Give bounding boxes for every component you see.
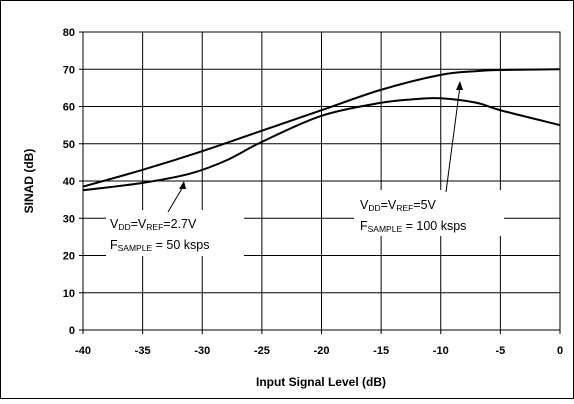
annotation-1-sub-sample: SAMPLE	[118, 243, 153, 253]
annotation-2-value: =5V	[413, 198, 436, 212]
annotation-2-f: F	[360, 219, 368, 233]
x-tick-labels: -40 -35 -30 -25 -20 -15 -10 -5 0	[75, 345, 563, 357]
y-tick-label: 70	[63, 64, 75, 76]
x-tick-label: -40	[75, 345, 91, 357]
annotation-1-sub-ref: REF	[146, 222, 163, 232]
annotation-1-bg	[106, 210, 244, 256]
annotation-1-sub-dd: DD	[118, 222, 130, 232]
y-tick-label: 20	[63, 251, 75, 263]
x-tick-label: -25	[254, 345, 270, 357]
y-tick-label: 50	[63, 139, 75, 151]
annotation-1-line1: VDD=VREF=2.7V	[110, 217, 197, 232]
annotation-2-arrow-head	[456, 81, 463, 90]
annotation-2-bg	[354, 190, 504, 236]
annotation-1-arrow-head	[179, 181, 186, 189]
annotation-2-arrow-line	[445, 85, 461, 193]
annotation-2-sub-dd: DD	[368, 203, 380, 213]
grid	[79, 31, 561, 334]
y-tick-label: 10	[63, 288, 75, 300]
annotation-2-mid: =V	[381, 198, 397, 212]
annotation-1-v: V	[110, 217, 119, 231]
x-tick-label: -10	[433, 345, 449, 357]
annotation-2-line2: FSAMPLE = 100 ksps	[360, 219, 466, 234]
x-tick-label: -35	[135, 345, 151, 357]
x-axis-title: Input Signal Level (dB)	[256, 375, 386, 389]
annotation-1-value: =2.7V	[163, 217, 197, 231]
annotation-1-f: F	[110, 238, 118, 252]
annotation-1-arrow-line	[167, 184, 185, 213]
y-tick-labels: 0 10 20 30 40 50 60 70 80	[63, 27, 75, 337]
x-tick-label: -20	[314, 345, 330, 357]
plot-frame	[82, 31, 561, 331]
annotation-1-mid: =V	[131, 217, 147, 231]
series-line-1	[82, 68, 561, 188]
y-tick-label: 0	[69, 325, 75, 337]
y-axis-title: SINAD (dB)	[22, 149, 36, 214]
annotation-2-rate: = 100 ksps	[402, 219, 466, 233]
annotation-2-line1: VDD=VREF=5V	[360, 198, 437, 213]
y-tick-label: 30	[63, 213, 75, 225]
series-lines	[82, 68, 561, 192]
x-tick-label: 0	[557, 345, 563, 357]
annotation-2-v: V	[360, 198, 369, 212]
annotation-2-sub-ref: REF	[396, 203, 413, 213]
annotation-1-rate: = 50 ksps	[152, 238, 209, 252]
x-tick-label: -15	[373, 345, 389, 357]
x-tick-label: -5	[495, 345, 505, 357]
y-tick-label: 40	[63, 176, 75, 188]
series-line-2	[82, 97, 561, 192]
annotation-2-sub-sample: SAMPLE	[368, 224, 403, 234]
y-tick-label: 60	[63, 102, 75, 114]
x-tick-label: -30	[194, 345, 210, 357]
y-tick-label: 80	[63, 27, 75, 39]
annotation-1-line2: FSAMPLE = 50 ksps	[110, 238, 209, 253]
